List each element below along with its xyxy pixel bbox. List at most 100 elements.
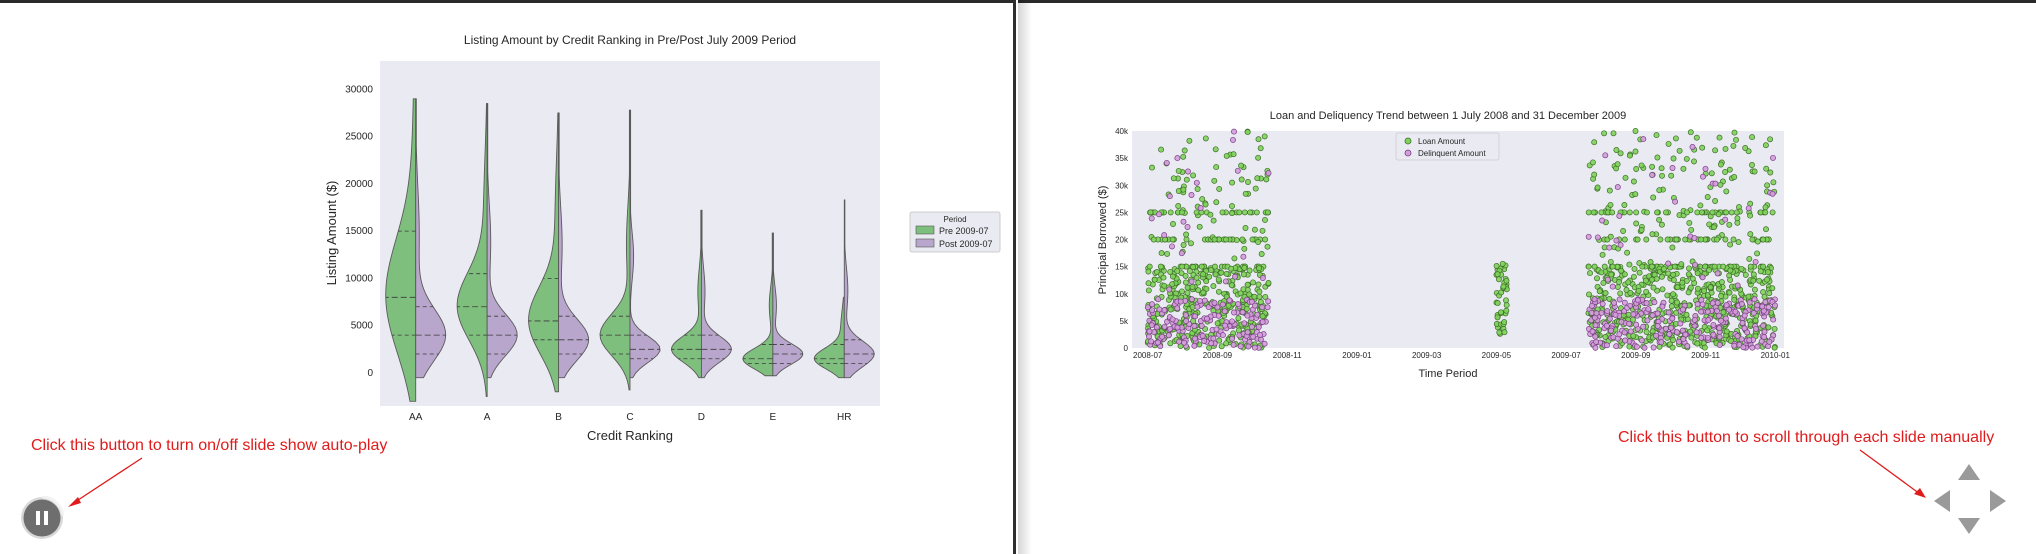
delinquent-point [1614, 184, 1621, 191]
loan-point [1632, 191, 1639, 198]
loan-point [1263, 176, 1270, 183]
loan-point [1722, 169, 1729, 175]
loan-point [1170, 175, 1177, 182]
loan-point [1255, 239, 1262, 245]
loan-point [1731, 174, 1738, 180]
delinquent-point [1716, 325, 1723, 332]
y-tick-label: 20000 [345, 179, 373, 190]
delinquent-point [1196, 297, 1203, 304]
loan-point [1634, 236, 1641, 243]
loan-point [1223, 236, 1230, 243]
y-tick-label: 15000 [345, 226, 373, 237]
loan-point [1503, 307, 1510, 314]
delinquent-point [1649, 172, 1656, 178]
x-tick-label: HR [837, 412, 851, 423]
loan-point [1706, 221, 1713, 228]
loan-point [1190, 172, 1197, 179]
loan-point [1752, 317, 1759, 324]
loan-point [1630, 332, 1637, 339]
loan-point [1239, 236, 1246, 243]
loan-point [1663, 209, 1669, 216]
loan-point [1189, 304, 1196, 311]
arrow-down-icon[interactable] [1958, 518, 1980, 534]
loan-point [1682, 236, 1689, 243]
loan-point [1654, 209, 1661, 216]
y-tick-label: 5000 [351, 321, 374, 332]
delinquent-point [1602, 152, 1609, 159]
delinquent-point [1236, 332, 1243, 339]
delinquent-point [1716, 341, 1723, 348]
delinquent-point [1739, 320, 1746, 326]
x-tick-label: 2009-07 [1551, 351, 1581, 360]
loan-point [1202, 201, 1209, 208]
loan-point [1726, 289, 1733, 296]
delinquent-point [1634, 297, 1641, 304]
loan-point [1184, 289, 1191, 296]
loan-point [1170, 221, 1176, 227]
loan-point [1498, 309, 1504, 316]
loan-point [1229, 179, 1236, 186]
delinquent-point [1144, 304, 1151, 311]
autoplay-annotation: Click this button to turn on/off slide s… [31, 437, 388, 454]
loan-point [1625, 279, 1632, 286]
y-tick-label: 10000 [345, 273, 373, 284]
arrow-up-icon[interactable] [1958, 464, 1980, 480]
loan-point [1710, 224, 1717, 231]
loan-point [1664, 236, 1671, 243]
loan-point [1702, 263, 1709, 270]
loan-point [1585, 209, 1592, 216]
arrow-right-icon[interactable] [1990, 490, 2006, 512]
y-tick-label: 20k [1115, 236, 1129, 245]
loan-point [1617, 290, 1624, 297]
loan-point [1206, 273, 1213, 280]
autoplay-toggle-button[interactable] [20, 495, 65, 540]
loan-point [1169, 236, 1176, 243]
loan-point [1733, 209, 1740, 216]
loan-point [1249, 236, 1256, 243]
loan-point [1228, 282, 1235, 289]
violin-half-post [415, 98, 447, 379]
loan-point [1674, 299, 1680, 306]
loan-point [1686, 265, 1692, 272]
delinquent-point [1163, 159, 1170, 166]
loan-point [1723, 328, 1730, 335]
delinquent-point [1265, 170, 1272, 177]
delinquent-point [1181, 339, 1188, 346]
arrow-left-icon[interactable] [1934, 490, 1950, 512]
delinquent-point [1772, 302, 1778, 309]
delinquent-point [1201, 338, 1208, 344]
delinquent-point [1617, 242, 1624, 249]
delinquent-point [1222, 322, 1229, 329]
y-tick-label: 25000 [345, 132, 373, 143]
delinquent-point [1712, 180, 1719, 187]
loan-point [1494, 271, 1501, 278]
loan-point [1632, 128, 1639, 134]
delinquent-point [1709, 300, 1716, 307]
loan-point [1670, 337, 1676, 343]
delinquent-point [1174, 324, 1181, 331]
delinquent-point [1259, 275, 1266, 281]
delinquent-point [1149, 301, 1155, 308]
y-tick-label: 5k [1120, 317, 1129, 326]
loan-point [1763, 165, 1770, 172]
delinquent-point [1669, 315, 1676, 322]
loan-point [1196, 223, 1203, 230]
loan-point [1229, 210, 1235, 217]
delinquent-point [1192, 335, 1198, 342]
loan-point [1256, 293, 1263, 300]
loan-point [1717, 181, 1724, 188]
loan-point [1718, 293, 1725, 299]
loan-point [1218, 343, 1225, 350]
delinquent-point [1621, 299, 1628, 306]
delinquent-point [1714, 270, 1721, 277]
loan-point [1686, 219, 1693, 226]
loan-point [1716, 134, 1723, 141]
loan-point [1745, 293, 1752, 300]
delinquent-point [1666, 331, 1673, 338]
loan-point [1668, 172, 1675, 179]
delinquent-point [1723, 302, 1730, 309]
loan-point [1649, 163, 1656, 170]
loan-point [1244, 129, 1251, 136]
loan-point [1763, 226, 1769, 233]
delinquent-point [1641, 344, 1648, 351]
